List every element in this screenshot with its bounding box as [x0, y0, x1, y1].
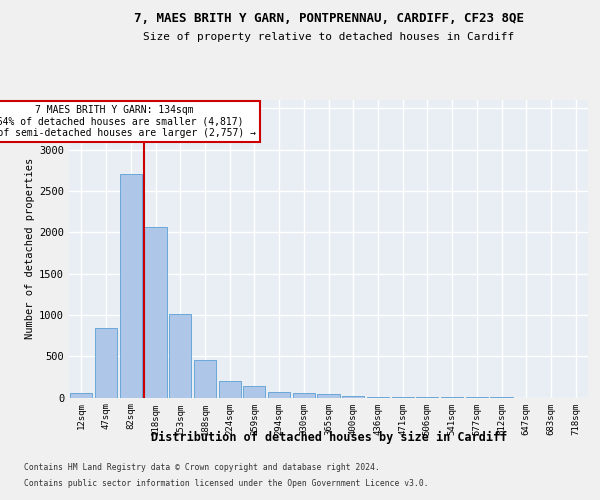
Bar: [218, 380, 241, 398]
Text: Size of property relative to detached houses in Cardiff: Size of property relative to detached ho…: [143, 32, 514, 42]
Bar: [145, 228, 167, 398]
Bar: [194, 360, 216, 398]
Bar: [268, 392, 290, 398]
Bar: [367, 397, 389, 398]
Text: Contains HM Land Registry data © Crown copyright and database right 2024.: Contains HM Land Registry data © Crown c…: [24, 464, 380, 472]
Bar: [342, 396, 364, 398]
Y-axis label: Number of detached properties: Number of detached properties: [25, 158, 35, 340]
Text: Contains public sector information licensed under the Open Government Licence v3: Contains public sector information licen…: [24, 478, 428, 488]
Bar: [392, 397, 414, 398]
Text: 7 MAES BRITH Y GARN: 134sqm
← 64% of detached houses are smaller (4,817)
36% of : 7 MAES BRITH Y GARN: 134sqm ← 64% of det…: [0, 105, 256, 138]
Bar: [243, 386, 265, 398]
Bar: [293, 392, 315, 398]
Bar: [169, 314, 191, 398]
Text: 7, MAES BRITH Y GARN, PONTPRENNAU, CARDIFF, CF23 8QE: 7, MAES BRITH Y GARN, PONTPRENNAU, CARDI…: [134, 12, 524, 26]
Text: Distribution of detached houses by size in Cardiff: Distribution of detached houses by size …: [151, 431, 507, 444]
Bar: [70, 392, 92, 398]
Bar: [317, 394, 340, 398]
Bar: [119, 174, 142, 398]
Bar: [95, 328, 117, 398]
